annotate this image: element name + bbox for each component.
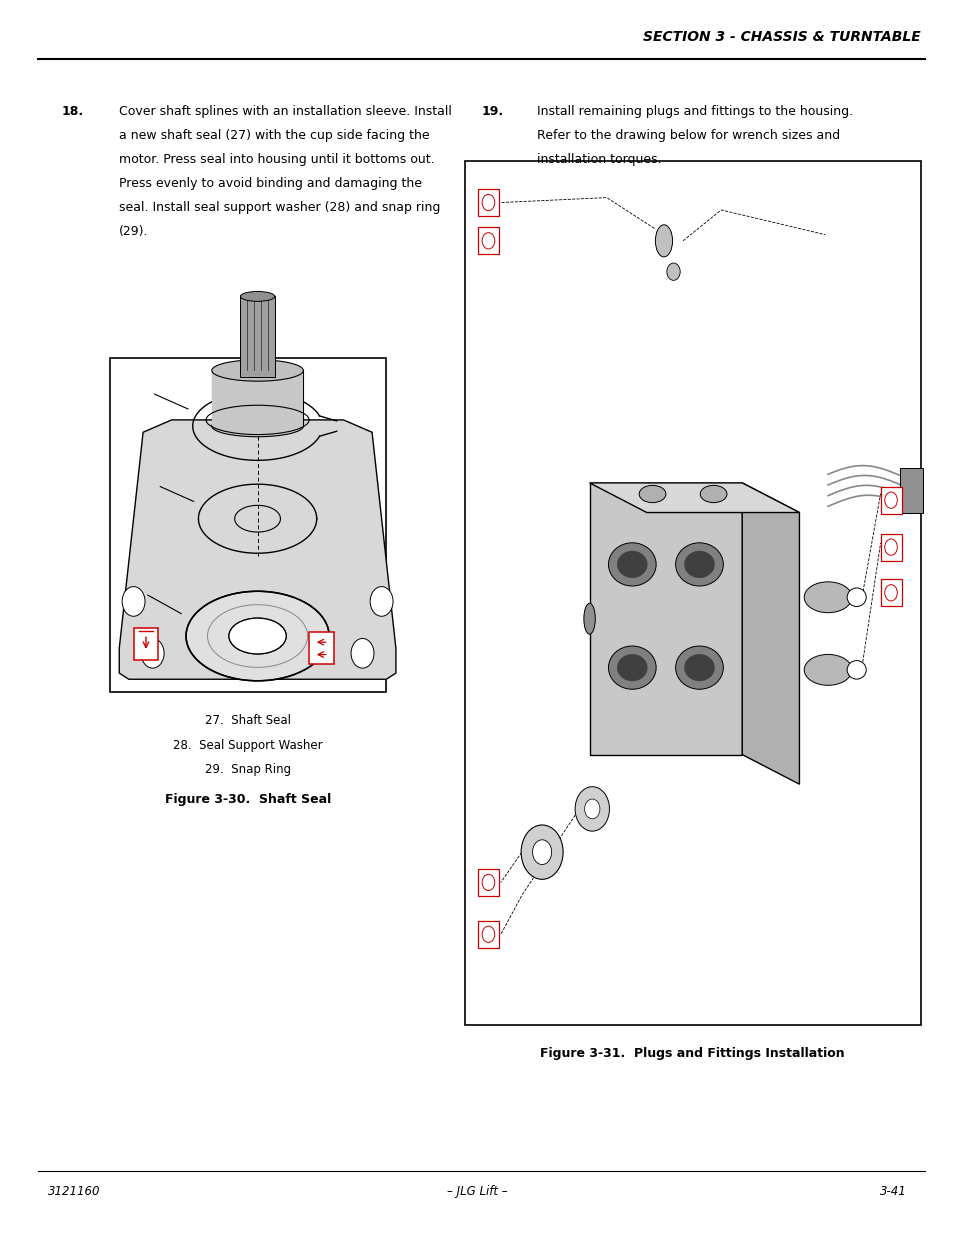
Text: seal. Install seal support washer (28) and snap ring: seal. Install seal support washer (28) a…	[119, 201, 440, 215]
Ellipse shape	[617, 551, 647, 578]
Circle shape	[122, 587, 145, 616]
Ellipse shape	[666, 263, 679, 280]
Bar	[309, 632, 334, 664]
Text: Install remaining plugs and fittings to the housing.: Install remaining plugs and fittings to …	[537, 105, 852, 119]
Ellipse shape	[608, 543, 656, 585]
Bar	[899, 468, 923, 513]
Bar	[880, 487, 901, 514]
Bar	[240, 296, 274, 377]
Ellipse shape	[617, 655, 647, 682]
Bar	[477, 189, 498, 216]
Ellipse shape	[212, 359, 303, 382]
Ellipse shape	[639, 485, 665, 503]
Circle shape	[370, 587, 393, 616]
Text: 29.  Snap Ring: 29. Snap Ring	[205, 763, 291, 777]
Bar	[589, 483, 741, 755]
Circle shape	[584, 799, 599, 819]
Ellipse shape	[198, 484, 316, 553]
Text: 19.: 19.	[481, 105, 503, 119]
Text: 28.  Seal Support Washer: 28. Seal Support Washer	[173, 739, 322, 752]
Text: 27.  Shaft Seal: 27. Shaft Seal	[205, 714, 291, 727]
Circle shape	[520, 825, 562, 879]
Ellipse shape	[234, 505, 280, 532]
Ellipse shape	[803, 655, 851, 685]
Text: Figure 3-30.  Shaft Seal: Figure 3-30. Shaft Seal	[165, 793, 331, 806]
Text: installation torques.: installation torques.	[537, 153, 661, 167]
Text: Press evenly to avoid binding and damaging the: Press evenly to avoid binding and damagi…	[119, 177, 422, 190]
Text: SECTION 3 - CHASSIS & TURNTABLE: SECTION 3 - CHASSIS & TURNTABLE	[642, 31, 920, 44]
Ellipse shape	[683, 551, 714, 578]
Bar	[477, 921, 498, 948]
Circle shape	[351, 638, 374, 668]
Bar	[880, 534, 901, 561]
Ellipse shape	[212, 415, 303, 437]
Ellipse shape	[240, 291, 274, 301]
Polygon shape	[119, 420, 395, 679]
Ellipse shape	[655, 225, 672, 257]
Ellipse shape	[608, 646, 656, 689]
Bar	[133, 627, 158, 659]
Circle shape	[141, 638, 164, 668]
Ellipse shape	[846, 661, 865, 679]
Bar	[464, 161, 920, 1025]
Text: 3-41: 3-41	[879, 1186, 905, 1198]
Bar	[212, 370, 303, 426]
Bar	[110, 358, 386, 692]
Text: 18.: 18.	[62, 105, 84, 119]
Ellipse shape	[675, 646, 722, 689]
Text: motor. Press seal into housing until it bottoms out.: motor. Press seal into housing until it …	[119, 153, 435, 167]
Ellipse shape	[583, 604, 595, 635]
Text: Figure 3-31.  Plugs and Fittings Installation: Figure 3-31. Plugs and Fittings Installa…	[539, 1047, 844, 1061]
Ellipse shape	[846, 588, 865, 606]
Text: – JLG Lift –: – JLG Lift –	[446, 1186, 507, 1198]
Text: Cover shaft splines with an installation sleeve. Install: Cover shaft splines with an installation…	[119, 105, 452, 119]
Circle shape	[532, 840, 551, 864]
Ellipse shape	[803, 582, 851, 613]
Ellipse shape	[700, 485, 726, 503]
Ellipse shape	[675, 543, 722, 585]
Polygon shape	[589, 483, 799, 513]
Polygon shape	[741, 483, 799, 784]
Text: Refer to the drawing below for wrench sizes and: Refer to the drawing below for wrench si…	[537, 128, 840, 142]
Ellipse shape	[229, 618, 286, 655]
Text: 3121160: 3121160	[48, 1186, 100, 1198]
Text: a new shaft seal (27) with the cup side facing the: a new shaft seal (27) with the cup side …	[119, 128, 430, 142]
Bar	[880, 579, 901, 606]
Ellipse shape	[186, 592, 329, 680]
Bar	[477, 869, 498, 897]
Text: (29).: (29).	[119, 226, 149, 238]
Ellipse shape	[683, 655, 714, 682]
Circle shape	[575, 787, 609, 831]
Bar	[477, 227, 498, 254]
